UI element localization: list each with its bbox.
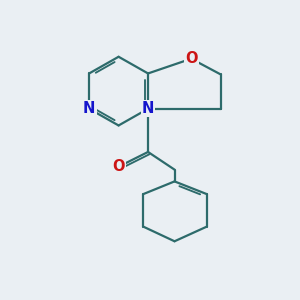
Text: N: N — [83, 101, 95, 116]
Text: O: O — [185, 51, 197, 66]
Text: O: O — [112, 159, 125, 174]
Text: N: N — [142, 101, 154, 116]
